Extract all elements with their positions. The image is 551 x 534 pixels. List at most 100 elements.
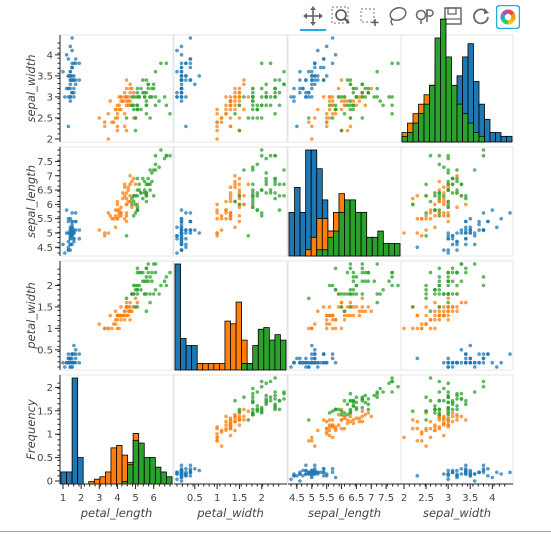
scatter-point bbox=[481, 148, 486, 152]
scatter-point bbox=[446, 270, 451, 275]
histogram-bar bbox=[180, 338, 187, 371]
scatter-point bbox=[237, 205, 242, 209]
histogram-bar bbox=[305, 149, 312, 257]
scatter-point bbox=[108, 313, 112, 318]
scatter-point bbox=[188, 470, 193, 475]
scatter-point bbox=[121, 191, 125, 195]
histogram-bar bbox=[484, 118, 491, 143]
scatter-point bbox=[135, 300, 140, 305]
wheel-zoom-tool[interactable] bbox=[414, 5, 436, 27]
box-zoom-icon bbox=[330, 5, 352, 27]
scatter-point bbox=[424, 296, 428, 301]
box-select-tool[interactable] bbox=[358, 5, 380, 27]
scatter-point bbox=[464, 225, 468, 230]
scatter-point bbox=[486, 467, 490, 471]
scatter-point bbox=[124, 103, 129, 108]
scatter-point bbox=[472, 365, 477, 369]
scatter-point bbox=[442, 191, 446, 195]
scatter-point bbox=[242, 202, 246, 207]
scatter-point bbox=[255, 162, 260, 167]
reset-tool[interactable] bbox=[470, 5, 492, 27]
scatter-point bbox=[179, 242, 184, 247]
scatter-point bbox=[137, 270, 141, 275]
scatter-point bbox=[310, 468, 314, 473]
scatter-point bbox=[472, 242, 477, 247]
scatter-point bbox=[124, 191, 129, 195]
histogram-bar bbox=[174, 263, 181, 371]
bokeh-logo[interactable] bbox=[496, 5, 520, 29]
scatter-point bbox=[464, 352, 468, 356]
scatter-point bbox=[179, 219, 184, 224]
scatter-point bbox=[450, 182, 455, 187]
scatter-point bbox=[130, 202, 134, 207]
scatter-point bbox=[292, 474, 296, 478]
scatter-point bbox=[411, 326, 415, 331]
scatter-point bbox=[115, 216, 120, 221]
scatter-point bbox=[242, 414, 246, 419]
pan-tool[interactable] bbox=[302, 5, 324, 27]
scatter-point bbox=[289, 95, 293, 99]
scatter-point bbox=[130, 292, 134, 296]
y-tick-label: 6 bbox=[47, 200, 53, 211]
scatter-point bbox=[115, 116, 120, 120]
scatter-point bbox=[342, 112, 347, 116]
scatter-point bbox=[179, 472, 184, 476]
y-tick-label: 5 bbox=[47, 228, 53, 239]
scatter-point bbox=[68, 360, 73, 365]
scatter-point bbox=[139, 86, 143, 91]
box-zoom-tool[interactable] bbox=[330, 5, 352, 27]
scatter-point bbox=[159, 148, 163, 152]
scatter-point bbox=[345, 292, 350, 296]
scatter-point bbox=[112, 322, 116, 326]
scatter-point bbox=[464, 402, 468, 407]
scatter-point bbox=[330, 112, 335, 116]
scatter-point bbox=[131, 176, 136, 181]
scatter-point bbox=[135, 205, 140, 209]
scatter-point bbox=[455, 176, 459, 181]
scatter-point bbox=[419, 439, 424, 443]
scatter-point bbox=[313, 78, 317, 82]
scatter-point bbox=[215, 107, 219, 112]
scatter-point bbox=[273, 78, 277, 82]
scatter-point bbox=[442, 196, 446, 201]
scatter-point bbox=[424, 444, 428, 448]
scatter-point bbox=[472, 234, 477, 238]
scatter-point bbox=[151, 82, 156, 87]
scatter-point bbox=[304, 78, 308, 82]
scatter-point bbox=[133, 288, 138, 292]
scatter-point bbox=[464, 418, 468, 422]
save-tool[interactable] bbox=[442, 5, 464, 27]
scatter-point bbox=[446, 356, 451, 361]
scatter-point bbox=[446, 400, 451, 405]
scatter-point bbox=[251, 412, 255, 417]
scatter-point bbox=[446, 318, 451, 322]
scatter-point bbox=[215, 216, 219, 221]
scatter-point bbox=[124, 300, 129, 305]
scatter-point bbox=[168, 270, 172, 275]
scatter-point bbox=[446, 468, 451, 473]
scatter-point bbox=[336, 407, 341, 412]
scatter-point bbox=[351, 400, 356, 405]
scatter-point bbox=[354, 275, 359, 279]
scatter-point bbox=[481, 352, 486, 356]
scatter-point bbox=[224, 112, 228, 116]
scatter-point bbox=[184, 74, 188, 78]
scatter-point bbox=[304, 365, 308, 369]
scatter-point bbox=[131, 214, 136, 218]
x-tick-label: 4.5 bbox=[289, 493, 305, 504]
scatter-point bbox=[330, 435, 335, 440]
x-tick-label: 0.5 bbox=[187, 493, 203, 504]
scatter-point bbox=[175, 90, 179, 95]
scatter-point bbox=[324, 318, 329, 322]
scatter-point bbox=[102, 234, 107, 238]
scatter-point bbox=[215, 432, 219, 436]
scatter-point bbox=[228, 196, 233, 201]
scatter-point bbox=[242, 107, 246, 112]
scatter-point bbox=[357, 95, 362, 99]
histogram-bar bbox=[382, 243, 390, 257]
x-tick-label: 2 bbox=[259, 493, 265, 504]
lasso-select-tool[interactable] bbox=[386, 5, 408, 27]
scatter-point bbox=[327, 103, 332, 108]
scatter-point bbox=[433, 404, 437, 408]
scatter-point bbox=[148, 188, 152, 192]
